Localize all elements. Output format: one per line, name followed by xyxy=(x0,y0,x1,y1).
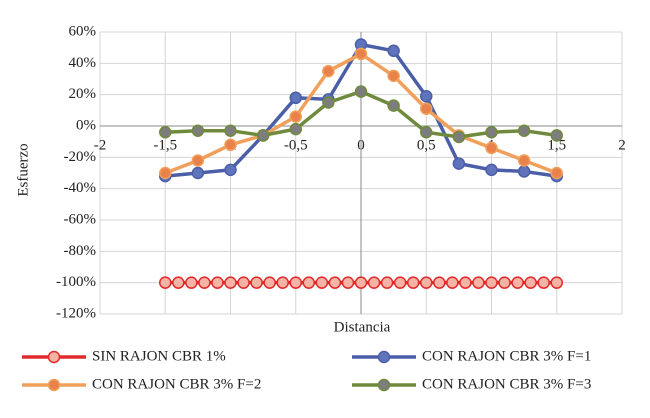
data-point xyxy=(550,129,563,142)
data-point xyxy=(159,276,172,289)
data-point xyxy=(191,166,205,180)
data-point xyxy=(537,276,550,289)
data-point xyxy=(420,276,433,289)
data-point xyxy=(472,276,485,289)
data-point xyxy=(367,276,381,289)
data-point xyxy=(433,276,446,289)
legend-label: SIN RAJON CBR 1% xyxy=(92,348,226,364)
data-point xyxy=(387,44,400,58)
data-point xyxy=(452,157,466,170)
data-point xyxy=(341,276,355,289)
legend: SIN RAJON CBR 1% CON RAJON CBR 3% F=1 CON … xyxy=(22,348,591,392)
legend-marker xyxy=(377,378,391,392)
legend-marker xyxy=(47,350,61,364)
data-point xyxy=(485,141,498,155)
data-point xyxy=(159,126,172,139)
data-point xyxy=(354,47,368,61)
data-point xyxy=(485,276,498,289)
y-tick-label: 60% xyxy=(69,23,97,39)
data-point xyxy=(452,130,466,144)
data-point xyxy=(237,276,250,289)
data-point xyxy=(198,276,211,289)
data-point xyxy=(224,163,237,177)
x-tick-label: -1,5 xyxy=(153,137,177,153)
data-point xyxy=(380,276,394,289)
data-point xyxy=(328,276,342,289)
data-point xyxy=(211,276,224,289)
data-point xyxy=(256,129,270,142)
legend-label: CON RAJON CBR 3% F=3 xyxy=(422,376,591,392)
data-point xyxy=(250,276,263,289)
data-point xyxy=(550,276,563,289)
data-point xyxy=(172,276,185,289)
data-point xyxy=(263,276,276,289)
data-point xyxy=(511,276,524,289)
y-tick-label: -20% xyxy=(64,149,97,165)
data-point xyxy=(420,126,433,139)
y-tick-label: 20% xyxy=(69,86,97,102)
data-point xyxy=(387,99,400,112)
data-point xyxy=(517,124,531,137)
data-point xyxy=(517,165,531,178)
data-point xyxy=(315,276,329,289)
x-tick-label: 1,5 xyxy=(547,137,566,153)
data-point xyxy=(387,69,400,83)
data-point xyxy=(224,138,237,152)
y-tick-label: -120% xyxy=(56,305,96,321)
y-tick-label: -100% xyxy=(56,274,96,290)
data-point xyxy=(485,163,498,177)
data-point xyxy=(276,276,289,289)
legend-label: CON RAJON CBR 3% F=2 xyxy=(92,376,261,392)
data-point xyxy=(191,154,205,167)
legend-marker xyxy=(47,378,61,392)
y-tick-label: -40% xyxy=(64,180,97,196)
data-point xyxy=(185,276,198,289)
data-point xyxy=(420,102,433,116)
y-tick-label: 0% xyxy=(76,117,96,133)
y-axis-label: Esfuerzo xyxy=(15,143,31,196)
data-point xyxy=(524,276,537,289)
data-point xyxy=(289,91,302,105)
data-point xyxy=(322,96,335,109)
y-tick-label: -60% xyxy=(64,211,97,227)
x-tick-label: -2 xyxy=(94,137,107,153)
data-point xyxy=(354,276,368,289)
x-axis-label: Distancia xyxy=(334,319,391,335)
legend-label: CON RAJON CBR 3% F=1 xyxy=(422,348,591,364)
data-point xyxy=(322,64,335,78)
data-point xyxy=(191,124,205,137)
y-tick-label: -80% xyxy=(64,243,97,259)
data-point xyxy=(302,276,316,289)
data-point xyxy=(289,122,302,136)
data-point xyxy=(159,166,172,180)
data-point xyxy=(289,110,302,123)
data-point xyxy=(420,89,433,103)
x-tick-label: -0,5 xyxy=(284,137,308,153)
legend-marker xyxy=(377,350,391,364)
data-point xyxy=(550,166,563,180)
data-point xyxy=(354,85,368,98)
x-tick-label: 0,5 xyxy=(417,137,436,153)
data-point xyxy=(406,276,420,289)
data-point xyxy=(498,276,511,289)
data-point xyxy=(485,126,498,139)
data-point xyxy=(393,276,407,289)
x-tick-label: 2 xyxy=(618,137,626,153)
data-point xyxy=(517,154,531,167)
data-point xyxy=(446,276,459,289)
data-point xyxy=(224,276,237,289)
data-point xyxy=(224,124,237,137)
data-point xyxy=(289,276,302,289)
data-point xyxy=(459,276,472,289)
y-tick-label: 40% xyxy=(69,55,97,71)
